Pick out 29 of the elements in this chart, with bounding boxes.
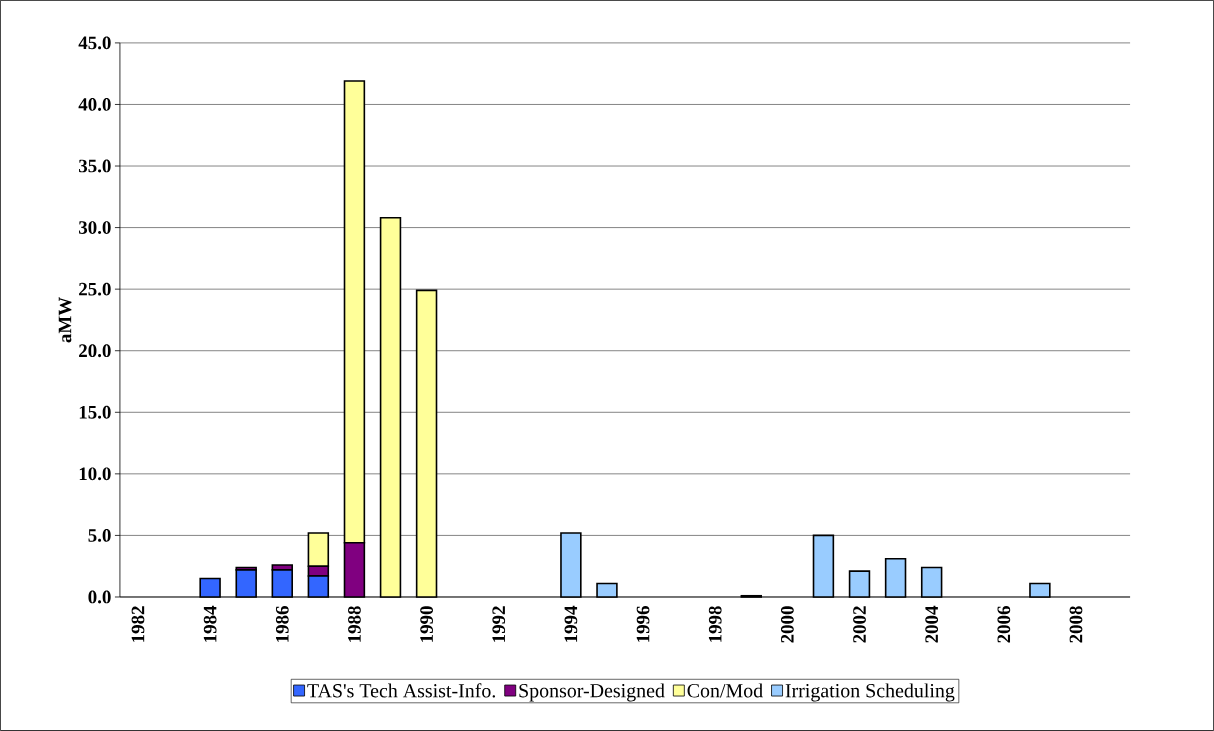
y-tick-label: 25.0 [79,282,111,296]
y-tick-label: 30.0 [78,221,111,235]
y-tick-label: 10.0 [79,467,111,481]
x-tick-label: 1986 [275,606,289,642]
x-tick-label: 2002 [853,606,866,643]
x-tick-label: 1994 [564,605,578,642]
x-tick-label: 2006 [997,606,1011,643]
x-tick-label: 2008 [1069,606,1083,643]
x-tick-label: 1990 [420,606,433,642]
x-tick-label: 2004 [925,605,939,643]
x-tick-label: 2000 [780,606,794,643]
x-tick-label: 1984 [203,605,217,642]
legend-label: TAS's Tech Assist-Info. [307,683,495,698]
legend-label: Sponsor-Designed [519,683,665,702]
y-tick-label: 45.0 [78,36,111,50]
y-axis-title: aMW [58,297,72,343]
x-tick-label: 1988 [348,606,361,642]
y-tick-label: 35.0 [78,159,111,173]
x-tick-label: 1992 [492,606,506,642]
y-tick-label: 0.0 [88,590,111,604]
x-tick-label: 1996 [636,606,650,642]
y-tick-label: 15.0 [79,405,111,419]
legend-label: Con/Mod [687,683,763,698]
x-tick-label: 1982 [131,606,145,642]
y-tick-label: 40.0 [78,98,111,111]
x-tick-label: 1998 [708,606,722,642]
legend-label: Irrigation Scheduling [785,683,955,702]
y-tick-label: 20.0 [79,344,111,358]
y-tick-label: 5.0 [88,529,111,542]
